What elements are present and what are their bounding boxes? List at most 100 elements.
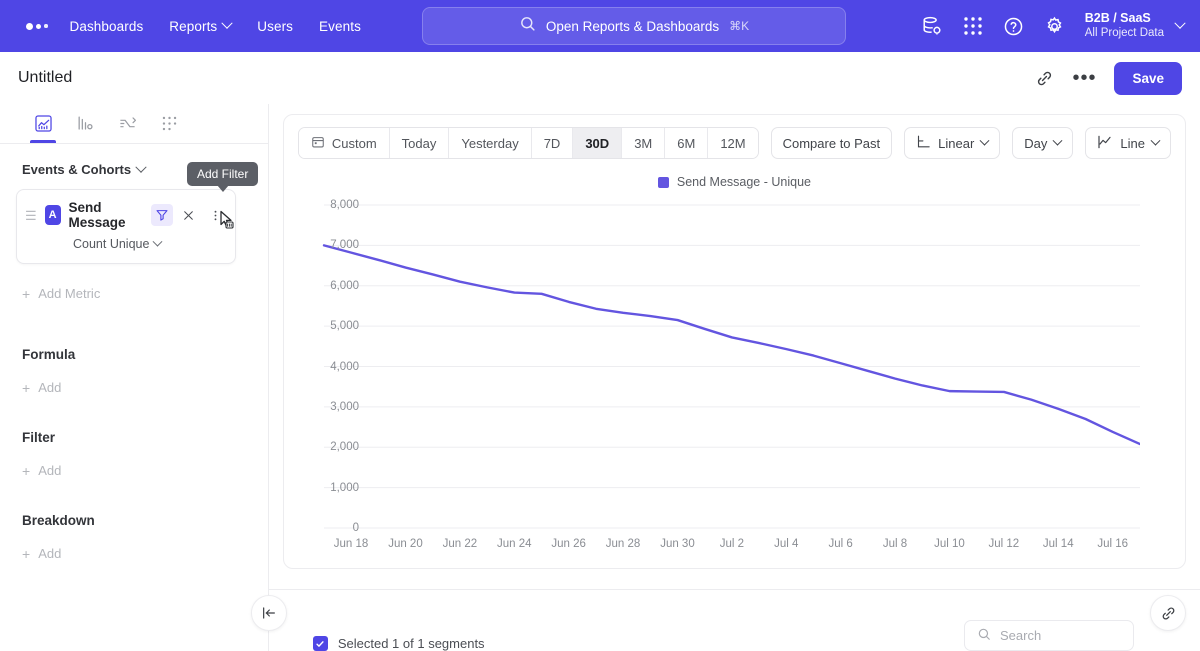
report-actions: ••• Save — [1035, 61, 1182, 95]
date-range-today[interactable]: Today — [389, 128, 450, 158]
date-range-6m[interactable]: 6M — [665, 128, 709, 158]
tab-flow-chart[interactable] — [106, 103, 148, 143]
compare-to-past-button[interactable]: Compare to Past — [770, 127, 893, 159]
more-vertical-icon[interactable] — [205, 204, 227, 226]
y-axis-tick: 1,000 — [330, 481, 359, 494]
chart-type-label: Line — [1120, 135, 1145, 151]
breakdown-section-title: Breakdown — [22, 513, 95, 528]
nav-label: Events — [319, 18, 361, 34]
date-range-30d[interactable]: 30D — [573, 128, 623, 158]
filter-add-label: Add — [38, 463, 62, 478]
x-axis-tick: Jul 8 — [882, 538, 908, 550]
filter-icon[interactable] — [150, 204, 173, 226]
date-range-selector: Custom Today Yesterday 7D 30D 3M 6M 12M — [297, 127, 759, 159]
report-title[interactable]: Untitled — [18, 69, 73, 86]
tab-matrix-chart[interactable] — [148, 103, 190, 143]
segments-label: Selected 1 of 1 segments — [337, 636, 485, 651]
gear-icon[interactable] — [1044, 16, 1065, 37]
bottom-bar: Selected 1 of 1 segments Search — [250, 589, 1200, 651]
y-axis-tick: 5,000 — [330, 320, 359, 333]
event-card-send-message: Add Filter ☰ A Send Message — [16, 162, 259, 264]
interval-label: Day — [1024, 135, 1048, 151]
line-icon — [1097, 134, 1113, 153]
events-cohorts-header[interactable]: Events & Cohorts — [0, 161, 268, 177]
chevron-down-icon — [153, 236, 163, 247]
database-icon[interactable] — [921, 15, 943, 37]
date-range-custom[interactable]: Custom — [298, 128, 390, 158]
compare-label: Compare to Past — [782, 135, 881, 151]
event-name[interactable]: Send Message — [68, 200, 126, 230]
x-axis-tick: Jul 16 — [1097, 538, 1128, 550]
segment-search-input[interactable]: Search — [964, 620, 1134, 651]
formula-add-label: Add — [38, 380, 62, 395]
nav-link-users[interactable]: Users — [257, 19, 293, 34]
y-axis-tick: 0 — [352, 522, 359, 534]
account-name: B2B / SaaS — [1084, 10, 1151, 25]
nav-link-dashboards[interactable]: Dashboards — [70, 19, 144, 34]
axis-icon — [916, 134, 931, 152]
save-button[interactable]: Save — [1114, 61, 1182, 95]
apps-grid-icon[interactable] — [963, 16, 983, 36]
primary-nav-links: Dashboards Reports Users Events — [70, 17, 361, 34]
x-axis-tick: Jul 10 — [934, 538, 965, 550]
report-header: Untitled ••• Save — [0, 52, 1200, 104]
search-placeholder: Open Reports & Dashboards — [545, 18, 720, 34]
date-range-3m[interactable]: 3M — [622, 128, 666, 158]
search-icon — [519, 15, 536, 37]
search-shortcut: ⌘K — [729, 19, 750, 33]
x-axis-tick: Jun 20 — [388, 538, 423, 550]
x-axis-tick: Jul 4 — [774, 538, 799, 550]
date-range-yesterday[interactable]: Yesterday — [449, 128, 532, 158]
y-axis-tick: 8,000 — [330, 199, 359, 211]
y-axis-tick: 4,000 — [330, 360, 359, 373]
legend-label: Send Message - Unique — [676, 175, 811, 189]
chevron-down-icon — [1174, 17, 1186, 29]
collapse-left-icon[interactable] — [250, 595, 287, 631]
close-icon[interactable] — [178, 204, 200, 226]
nav-link-events[interactable]: Events — [319, 19, 361, 34]
formula-section-title: Formula — [22, 347, 76, 362]
filter-section-title: Filter — [22, 430, 56, 445]
tab-line-chart[interactable] — [22, 103, 64, 143]
breakdown-add-button[interactable]: + Add — [0, 546, 268, 561]
formula-add-button[interactable]: + Add — [0, 380, 268, 395]
date-range-7d[interactable]: 7D — [531, 128, 574, 158]
link-icon[interactable] — [1035, 69, 1054, 88]
share-link-icon[interactable] — [1150, 595, 1186, 631]
chevron-down-icon — [979, 135, 990, 146]
calendar-icon — [311, 135, 325, 152]
nav-link-reports[interactable]: Reports — [169, 17, 233, 34]
chevron-down-icon — [1150, 135, 1161, 146]
visualization-tabs — [0, 104, 268, 144]
chevron-down-icon — [221, 17, 233, 29]
help-circle-icon[interactable] — [1003, 16, 1024, 37]
add-metric-button[interactable]: + Add Metric — [0, 286, 268, 301]
global-search-input[interactable]: Open Reports & Dashboards ⌘K — [422, 7, 846, 45]
x-axis-tick: Jun 28 — [605, 538, 641, 550]
chart-type-selector[interactable]: Line — [1085, 127, 1171, 159]
more-options-button[interactable]: ••• — [1072, 67, 1097, 89]
chart-controls: Custom Today Yesterday 7D 30D 3M 6M 12M … — [284, 115, 1185, 159]
plus-icon: + — [22, 545, 31, 562]
x-axis-tick: Jun 30 — [660, 538, 695, 550]
x-axis-tick: Jul 6 — [828, 538, 853, 550]
chart-plot-area[interactable]: 0 1,000 2,000 3,000 4,000 5,000 6,000 7,000 8,00… — [284, 193, 1185, 550]
filter-add-button[interactable]: + Add — [0, 463, 268, 478]
chevron-down-icon — [1052, 135, 1063, 146]
app-logo[interactable] — [26, 22, 48, 30]
x-axis-tick: Jul 14 — [1042, 538, 1074, 550]
segments-checkbox[interactable] — [312, 636, 328, 651]
date-range-12m[interactable]: 12M — [708, 128, 758, 158]
scale-label: Linear — [938, 135, 975, 151]
drag-handle-icon[interactable]: ☰ — [25, 207, 37, 223]
tab-bar-chart[interactable] — [64, 103, 106, 143]
x-axis-tick: Jun 24 — [496, 538, 532, 550]
event-measure-select[interactable]: Count Unique — [73, 236, 227, 251]
add-filter-tooltip: Add Filter — [187, 162, 259, 192]
chart-panel: Custom Today Yesterday 7D 30D 3M 6M 12M … — [250, 104, 1200, 651]
event-measure-label: Count Unique — [73, 237, 150, 251]
account-switcher[interactable]: B2B / SaaS All Project Data — [1084, 10, 1186, 42]
interval-selector[interactable]: Day — [1012, 127, 1074, 159]
scale-selector[interactable]: Linear — [904, 127, 1001, 159]
account-scope: All Project Data — [1084, 27, 1164, 40]
